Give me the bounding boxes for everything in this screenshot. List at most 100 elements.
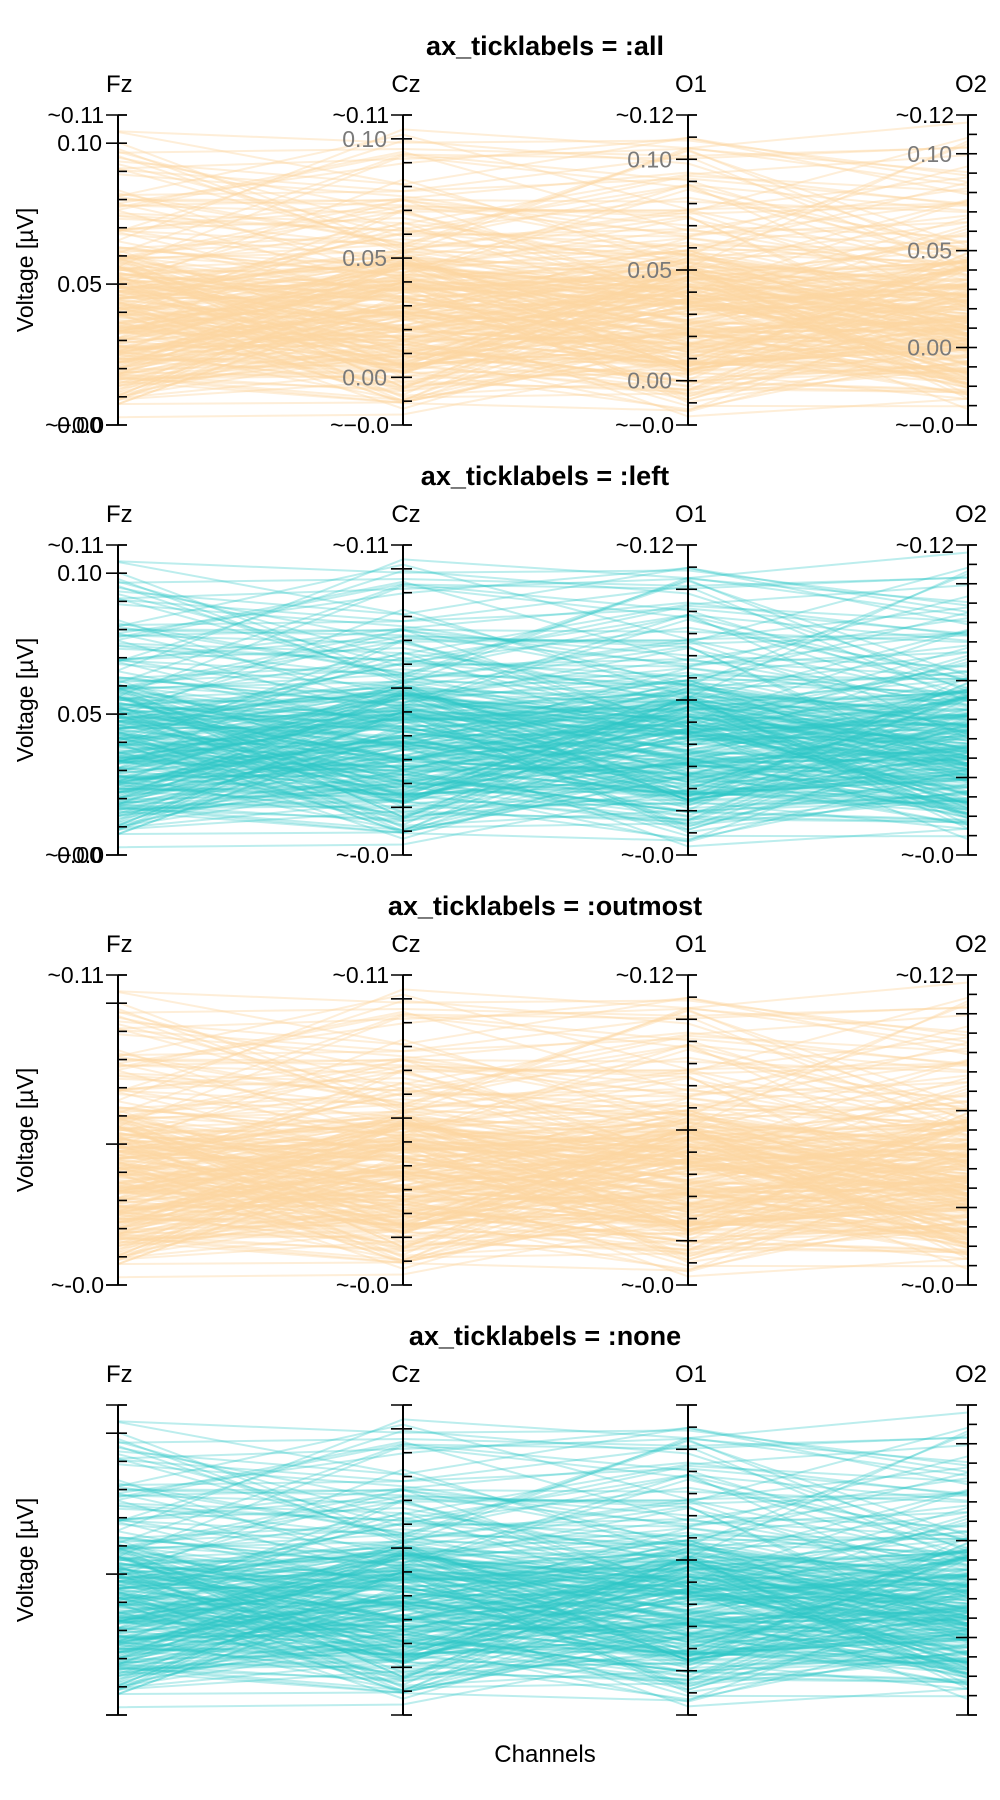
data-line [117,723,969,808]
data-line [117,1108,969,1214]
data-line [117,293,969,342]
data-line [117,1142,969,1264]
data-line [117,1128,969,1256]
data-line [117,1539,969,1623]
data-line [117,1564,969,1686]
data-line [117,264,969,367]
data-line [117,130,969,177]
data-line [117,1144,969,1189]
data-line [117,254,969,358]
data-line [117,209,969,339]
data-line [117,282,969,404]
data-line [117,993,969,1071]
data-line [117,152,969,267]
data-line [117,310,969,354]
data-line [117,1590,969,1702]
data-line [117,1127,969,1237]
data-line [117,1429,969,1543]
data-line [117,1134,969,1231]
data-line [117,1583,969,1632]
data-line [117,695,969,792]
data-line [117,258,969,327]
data-line [117,1619,969,1649]
data-line [117,683,969,731]
data-line [117,1571,969,1644]
channel-label: O1 [675,71,707,98]
data-line [117,1064,969,1091]
data-line [117,639,969,736]
data-line [117,259,969,363]
data-line [117,255,969,320]
data-line [117,265,969,368]
data-line [117,728,969,823]
data-line [117,313,969,387]
data-line [117,1593,969,1645]
data-line [117,1579,969,1682]
data-line [117,1558,969,1682]
data-line [117,1499,969,1629]
data-line [117,1191,969,1202]
data-line [117,306,969,366]
data-line [117,263,969,388]
data-line [117,681,969,810]
data-line [117,712,969,773]
data-line [117,1556,969,1679]
data-line [117,265,969,362]
data-line [117,691,969,806]
data-line [117,1178,969,1254]
data-line [117,264,969,391]
data-line [117,1570,969,1674]
data-line [117,1146,969,1223]
data-line [117,1135,969,1226]
data-line [117,1572,969,1694]
data-line [117,1570,969,1687]
data-line [117,256,969,352]
data-line [117,711,969,801]
data-line [117,1567,969,1701]
data-line [117,304,969,369]
data-line [117,277,969,375]
data-line [117,676,969,712]
data-line [117,687,969,766]
data-line [117,286,969,363]
axis-min-label: ~−0.0 [615,412,674,438]
data-line [117,656,969,742]
data-line [117,1559,969,1646]
data-line [117,1479,969,1589]
axis-max-label: ~0.11 [48,532,105,558]
data-line [117,1489,969,1627]
data-line [117,1074,969,1122]
data-line [117,177,969,205]
data-line [117,1544,969,1662]
data-line [117,1121,969,1202]
data-line [117,1142,969,1264]
data-line [117,1096,969,1130]
data-line [117,1587,969,1692]
data-line [117,996,969,1112]
data-line [117,1564,969,1689]
data-line [117,990,969,1037]
data-line [117,1130,969,1207]
data-line [117,677,969,758]
axis-min-label: ~−0.0 [45,412,104,438]
data-line [117,1498,969,1607]
data-line [117,1596,969,1636]
data-line [117,690,969,762]
data-line [117,579,969,679]
data-line [117,178,969,288]
data-line [117,1171,969,1239]
data-line [117,1589,969,1625]
data-line [117,1504,969,1552]
data-line [117,1121,969,1210]
data-line [117,1440,969,1521]
data-line [117,681,969,812]
data-line [117,1639,969,1665]
data-line [117,274,969,371]
data-line [117,131,969,196]
data-line [117,736,969,804]
data-line [117,1174,969,1242]
data-line [117,292,969,352]
data-line [117,1554,969,1657]
data-line [117,700,969,830]
